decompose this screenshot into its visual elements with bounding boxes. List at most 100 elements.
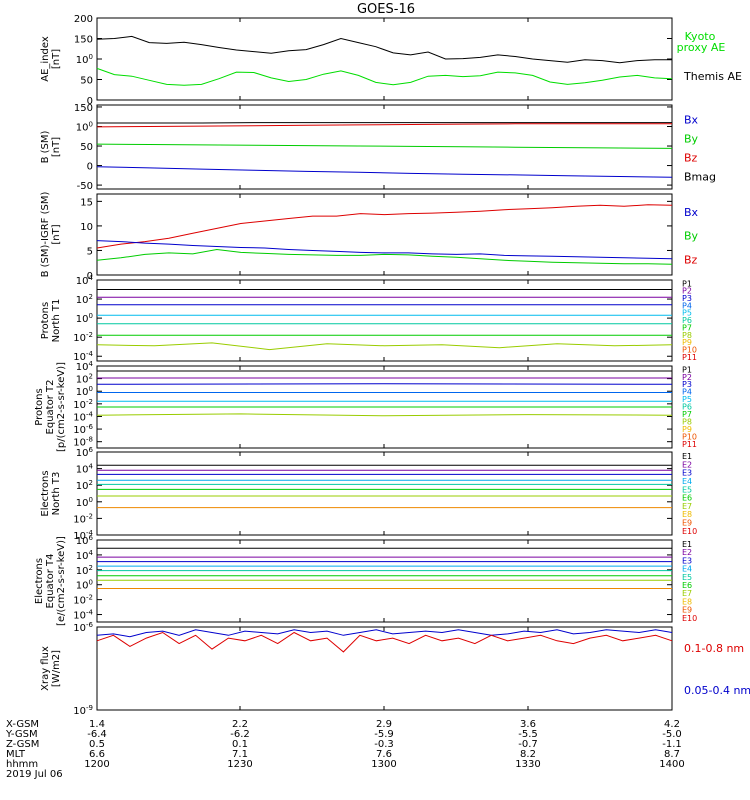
footer-value: -6.2 bbox=[230, 729, 250, 740]
plot-frame bbox=[96, 279, 673, 362]
legend-entry: E2 bbox=[682, 548, 692, 557]
y-tick-label: 15 bbox=[80, 197, 93, 208]
y-tick-label: 100 bbox=[76, 385, 93, 398]
y-tick-label: 10-2 bbox=[73, 398, 93, 411]
legend-entry: By bbox=[684, 230, 699, 243]
legend-entry: P5 bbox=[682, 309, 692, 318]
legend-entry: E6 bbox=[682, 581, 692, 590]
footer-value: 4.2 bbox=[664, 719, 680, 730]
legend-entry: P3 bbox=[682, 294, 692, 303]
legend-entry: proxy AE bbox=[677, 41, 726, 54]
legend-entry: Bz bbox=[684, 254, 698, 267]
footer-value: 1200 bbox=[84, 759, 109, 770]
legend-entry: E7 bbox=[682, 589, 692, 598]
y-tick-label: 106 bbox=[76, 446, 94, 459]
y-tick-label: 10-4 bbox=[73, 410, 93, 423]
footer-row-label: hhmm bbox=[6, 759, 38, 770]
legend-entry: P7 bbox=[682, 323, 692, 332]
y-tick-label: 10-6 bbox=[73, 621, 93, 634]
series-p3 bbox=[96, 383, 673, 385]
y-axis-label: North T1 bbox=[51, 299, 62, 343]
y-tick-label: 100 bbox=[76, 579, 93, 592]
y-tick-label: 10-6 bbox=[73, 423, 93, 436]
plot-frame bbox=[96, 539, 673, 623]
y-tick-label: 102 bbox=[76, 479, 93, 492]
footer-value: 1400 bbox=[659, 759, 684, 770]
footer-value: 0.1 bbox=[232, 739, 248, 750]
footer-value: -0.3 bbox=[374, 739, 394, 750]
y-tick-label: 10-9 bbox=[73, 704, 93, 717]
legend-entry: E9 bbox=[682, 606, 692, 615]
y-axis-label: Electrons bbox=[40, 470, 51, 516]
footer-value: -5.5 bbox=[518, 729, 538, 740]
legend-entry: P2 bbox=[682, 373, 692, 382]
legend-entry: P8 bbox=[682, 418, 692, 427]
orbit-footer: X-GSM 1.4 2.2 2.9 3.6 4.2 Y-GSM -6.4 -6.2 -5.9 -5.… bbox=[5, 719, 685, 780]
legend-entry: P9 bbox=[682, 338, 692, 347]
legend-entry: Kyoto bbox=[685, 30, 716, 43]
y-axis-label: [p/(cm2-s-sr-keV)] bbox=[56, 362, 67, 452]
y-tick-label: 150 bbox=[74, 103, 93, 114]
series-p7 bbox=[96, 413, 673, 417]
legend-entry: E1 bbox=[682, 452, 692, 461]
footer-value: 1230 bbox=[227, 759, 252, 770]
legend-entry: E7 bbox=[682, 502, 692, 511]
y-axis-label: [W/m2] bbox=[51, 650, 62, 687]
legend-entry: Bx bbox=[684, 206, 699, 219]
y-axis-label: [nT] bbox=[51, 49, 62, 69]
y-tick-label: 50 bbox=[80, 142, 93, 153]
y-tick-label: 200 bbox=[74, 14, 93, 25]
footer-value: -6.4 bbox=[87, 729, 107, 740]
footer-value: 1.4 bbox=[89, 719, 105, 730]
y-axis-label: Equator T4 bbox=[45, 554, 56, 609]
y-axis-label: AE_index bbox=[40, 36, 51, 82]
legend-entry: E3 bbox=[682, 556, 692, 565]
y-axis-label: Equator T2 bbox=[45, 380, 56, 435]
y-tick-label: 104 bbox=[76, 549, 94, 562]
plot-frame bbox=[96, 451, 673, 536]
legend-entry: Themis AE bbox=[683, 70, 742, 83]
panel-bsm: -50 0 50 100 150 B (SM) [nT] Bx By Bz Bmag bbox=[40, 103, 716, 192]
y-axis-label: North T3 bbox=[51, 472, 62, 516]
legend-entry: P2 bbox=[682, 287, 692, 296]
y-axis-label: B (SM) bbox=[40, 130, 51, 163]
y-tick-label: 10-2 bbox=[73, 331, 93, 344]
panel-ee: 10-4 10-2 100 102 104 106 Electrons Equator T4[… bbox=[34, 534, 697, 626]
y-tick-label: 10 bbox=[80, 222, 93, 233]
legend-entry: E4 bbox=[682, 565, 692, 574]
y-axis-label: Xray flux bbox=[40, 646, 51, 691]
y-tick-label: 104 bbox=[76, 463, 94, 476]
legend-entry: P8 bbox=[682, 331, 692, 340]
legend-entry: E2 bbox=[682, 460, 692, 469]
legend-entry: 0.05-0.4 nm bbox=[684, 684, 750, 697]
legend-entry: E10 bbox=[682, 527, 697, 536]
y-tick-label: 0 bbox=[87, 271, 93, 282]
legend-entry: E5 bbox=[682, 485, 692, 494]
footer-row-label: Y-GSM bbox=[5, 729, 38, 740]
legend-entry: E8 bbox=[682, 597, 692, 606]
legend-entry: P7 bbox=[682, 410, 692, 419]
y-tick-label: 102 bbox=[76, 564, 93, 577]
series-by bbox=[96, 143, 673, 149]
legend-entry: By bbox=[684, 132, 699, 145]
y-axis-label: [nT] bbox=[51, 137, 62, 157]
legend-entry: E10 bbox=[682, 614, 697, 623]
y-axis-label: Electrons bbox=[34, 558, 45, 604]
legend-entry: E8 bbox=[682, 510, 692, 519]
legend-entry: P1 bbox=[682, 365, 692, 374]
series-bx bbox=[96, 166, 673, 178]
legend-entry: E3 bbox=[682, 469, 692, 478]
legend-entry: P6 bbox=[682, 403, 692, 412]
legend-entry: E5 bbox=[682, 573, 692, 582]
series-bx bbox=[96, 240, 673, 260]
y-tick-label: 0 bbox=[87, 162, 93, 173]
legend-entry: Bx bbox=[684, 113, 699, 126]
footer-value: 3.6 bbox=[520, 719, 536, 730]
series-by bbox=[96, 248, 673, 265]
footer-value: 0.5 bbox=[89, 739, 105, 750]
y-tick-label: 150 bbox=[74, 35, 93, 46]
